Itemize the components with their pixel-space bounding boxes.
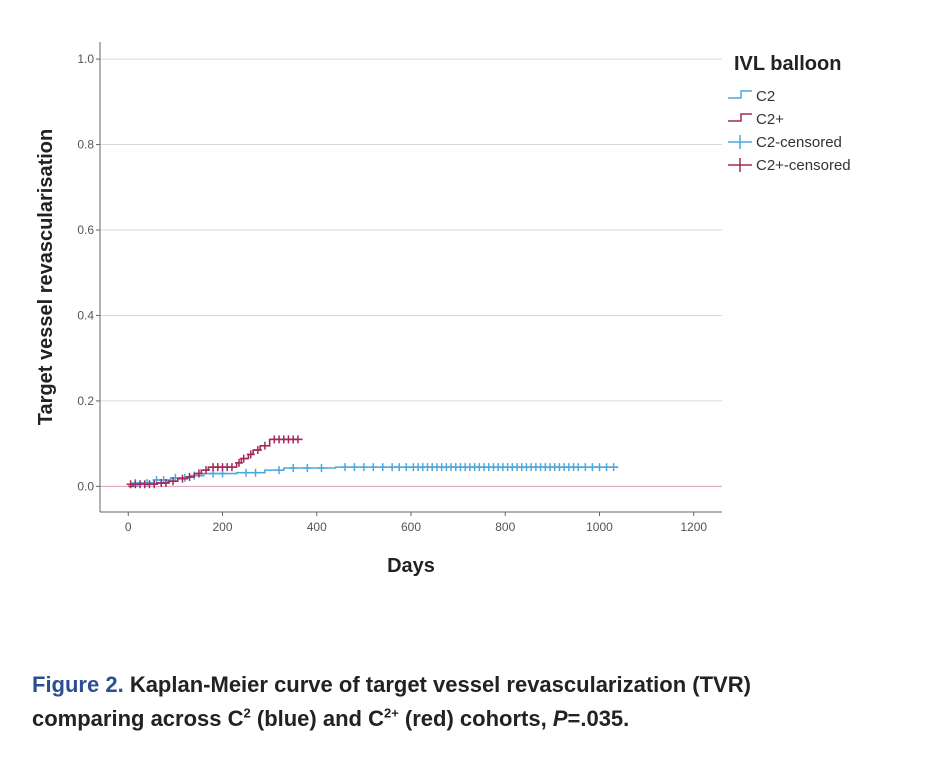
series-c2-censor-mark <box>246 450 255 459</box>
series-c2-censor-mark <box>303 463 312 472</box>
y-tick-label: 0.8 <box>77 138 94 152</box>
caption-text-b: (blue) and C <box>250 706 384 731</box>
caption-text-a: comparing across C <box>32 706 244 731</box>
x-tick-label: 400 <box>307 520 327 534</box>
series-c2-censor-mark <box>609 463 618 472</box>
series-c2-censor-mark <box>602 463 611 472</box>
legend-swatch-c2 <box>728 113 752 122</box>
figure-caption: Figure 2. Kaplan-Meier curve of target v… <box>32 668 912 736</box>
caption-sup-2: 2+ <box>383 705 399 721</box>
series-c2-censor-mark <box>588 463 597 472</box>
legend-swatch-c2-censored <box>728 158 752 172</box>
x-tick-label: 0 <box>125 520 132 534</box>
caption-sup-1: 2 <box>243 705 251 721</box>
series-c2-censor-mark <box>194 469 203 478</box>
x-tick-label: 1000 <box>586 520 613 534</box>
series-c2-censor-mark <box>378 463 387 472</box>
series-c2-censor-mark <box>161 478 170 487</box>
series-c2-censor-mark <box>253 446 262 455</box>
caption-line-1: Kaplan-Meier curve of target vessel reva… <box>129 672 751 697</box>
legend-label-c2-censored: C2-censored <box>756 134 842 151</box>
series-c2-censor-mark <box>402 463 411 472</box>
series-c2-censor-mark <box>178 474 187 483</box>
legend-title: IVL balloon <box>734 53 841 75</box>
series-c2-censor-mark <box>369 463 378 472</box>
legend: IVL balloon C2 C2+ C2-censored C2+-censored <box>728 53 851 174</box>
series-c2-censor-mark <box>388 463 397 472</box>
legend-label-c2: C2 <box>756 88 775 105</box>
kaplan-meier-chart: 0.00.20.40.60.81.00 200 400 600 800 1000 1200 … <box>35 42 851 577</box>
series-c2-censor-mark <box>350 463 359 472</box>
legend-swatch-c2-censored <box>728 135 752 149</box>
series-c2-censor-mark <box>289 463 298 472</box>
axes: 0.0 0.2 0.4 0.6 0.8 1.0 0 200 400 600 800 1000 1200 <box>77 42 722 534</box>
caption-text-c: (red) cohorts, <box>398 706 553 731</box>
grid-lines <box>100 58 722 487</box>
y-axis-title: Target vessel revascularisation <box>35 129 57 425</box>
series-c2-censor-mark <box>395 463 404 472</box>
y-tick-label: 0.2 <box>77 394 94 408</box>
series-c2-censor-mark <box>341 463 350 472</box>
x-axis-title: Days <box>387 555 435 577</box>
series-c2-censor-mark <box>242 468 251 477</box>
y-tick-label: 0.6 <box>77 223 94 237</box>
x-tick-label: 1200 <box>680 520 707 534</box>
series-c2-censor-mark <box>185 472 194 481</box>
legend-swatch-c2 <box>728 90 752 99</box>
x-tick-label: 200 <box>212 520 232 534</box>
series-c2-censor-mark <box>227 463 236 472</box>
series-c2-censor-mark <box>359 463 368 472</box>
y-tick-label: 0.0 <box>77 479 94 493</box>
y-tick-label: 0.4 <box>77 308 94 322</box>
legend-label-c2-censored: C2+-censored <box>756 157 851 174</box>
series-c2-censor-mark <box>595 463 604 472</box>
legend-label-c2: C2+ <box>756 111 784 128</box>
figure-label: Figure 2. <box>32 672 124 697</box>
series-c2-censor-mark <box>235 458 244 467</box>
series-c2-censor-mark <box>275 466 284 475</box>
series-c2-censor-mark <box>239 454 248 463</box>
series-c2-censor-mark <box>169 477 178 486</box>
series-c2-censor-mark <box>202 466 211 475</box>
x-tick-label: 800 <box>495 520 515 534</box>
series-c2-censor-mark <box>150 480 159 489</box>
series-layer <box>126 435 619 489</box>
series-c2-censor-mark <box>317 463 326 472</box>
caption-p-label: P <box>552 706 568 731</box>
caption-p-value: =.035. <box>567 706 630 731</box>
series-c2-censor-mark <box>251 468 260 477</box>
y-tick-label: 1.0 <box>77 52 94 66</box>
series-c2-censor-mark <box>581 463 590 472</box>
series-c2-censor-mark <box>293 435 302 444</box>
series-c2-censor-mark <box>574 463 583 472</box>
series-c2-censor-mark <box>260 441 269 450</box>
x-tick-label: 600 <box>401 520 421 534</box>
